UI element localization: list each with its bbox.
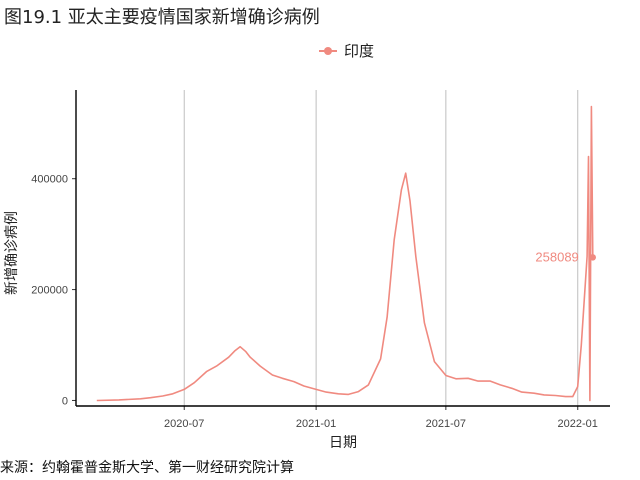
y-tick-label: 400000 <box>31 174 68 186</box>
x-tick-label: 2021-07 <box>426 418 466 430</box>
y-tick-label: 200000 <box>31 285 68 297</box>
y-tick-label: 0 <box>62 395 68 407</box>
x-tick-label: 2020-07 <box>164 418 204 430</box>
y-axis-title: 新增确诊病例 <box>4 211 20 295</box>
series-line-india <box>96 105 594 402</box>
legend-key-icon <box>318 43 338 59</box>
x-tick-label: 2021-01 <box>296 418 336 430</box>
last-value-label: 258089 <box>535 249 578 264</box>
x-axis-title: 日期 <box>329 435 357 451</box>
source-note: 来源：约翰霍普金斯大学、第一财经研究院计算 <box>0 460 294 476</box>
last-value-point <box>589 254 596 261</box>
legend-label: 印度 <box>344 42 375 60</box>
legend: 印度 <box>318 40 374 61</box>
chart-title: 图19.1 亚太主要疫情国家新增确诊病例 <box>4 7 320 28</box>
x-tick-label: 2022-01 <box>558 418 598 430</box>
